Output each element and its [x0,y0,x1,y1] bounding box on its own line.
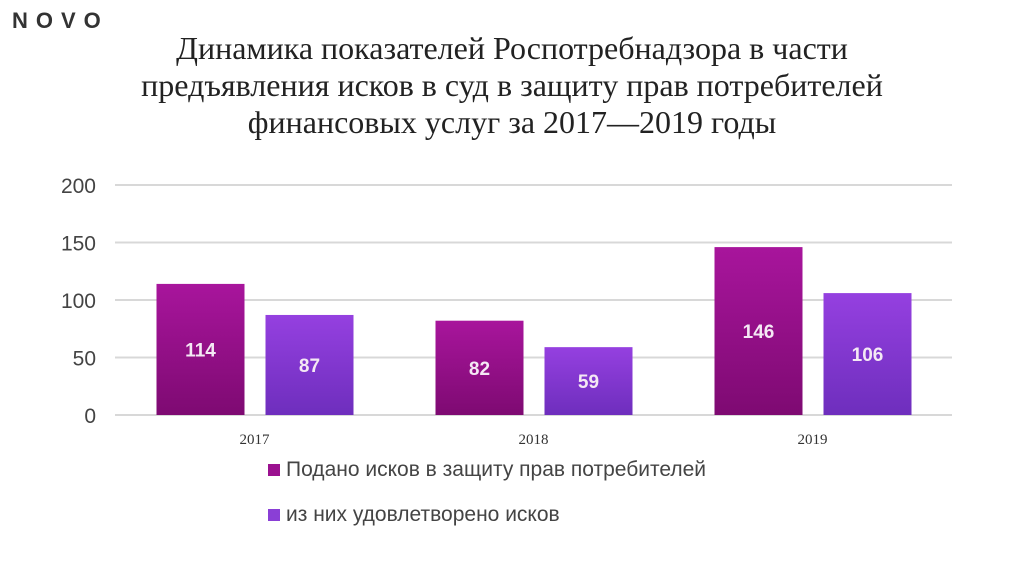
title-line: предъявления исков в суд в защиту прав п… [141,67,883,103]
title-line: Динамика показателей Роспотребнадзора в … [176,30,848,66]
bar [435,320,524,415]
legend-label: из них удовлетворено исков [286,503,560,526]
y-tick-label: 150 [61,233,96,256]
legend-label: Подано исков в защиту прав потребителей [286,458,707,481]
bar [265,314,354,415]
y-tick-label: 0 [84,405,96,428]
y-tick-label: 100 [61,290,96,313]
x-tick-label: 2017 [240,432,271,448]
bar [823,293,912,415]
data-label: 87 [299,356,320,377]
bar [714,247,803,415]
legend-swatch [268,509,280,521]
bar [156,283,245,415]
x-tick-label: 2018 [519,432,549,448]
data-label: 114 [185,340,216,361]
legend-item-satisfied: из них удовлетворено исков [268,503,560,527]
y-tick-label: 200 [61,175,96,198]
legend-swatch [268,464,280,476]
data-label: 146 [743,322,775,343]
page-title: Динамика показателей Роспотребнадзора в … [0,30,1024,141]
bar [544,347,633,415]
novo-logo: NOVO [12,8,109,33]
y-tick-label: 50 [73,348,96,371]
title-line: финансовых услуг за 2017—2019 годы [247,104,777,140]
x-tick-label: 2019 [798,432,828,448]
data-label: 82 [469,359,490,380]
legend-item-filed: Подано исков в защиту прав потребителей [268,458,706,482]
data-label: 106 [852,345,884,366]
data-label: 59 [578,372,599,393]
